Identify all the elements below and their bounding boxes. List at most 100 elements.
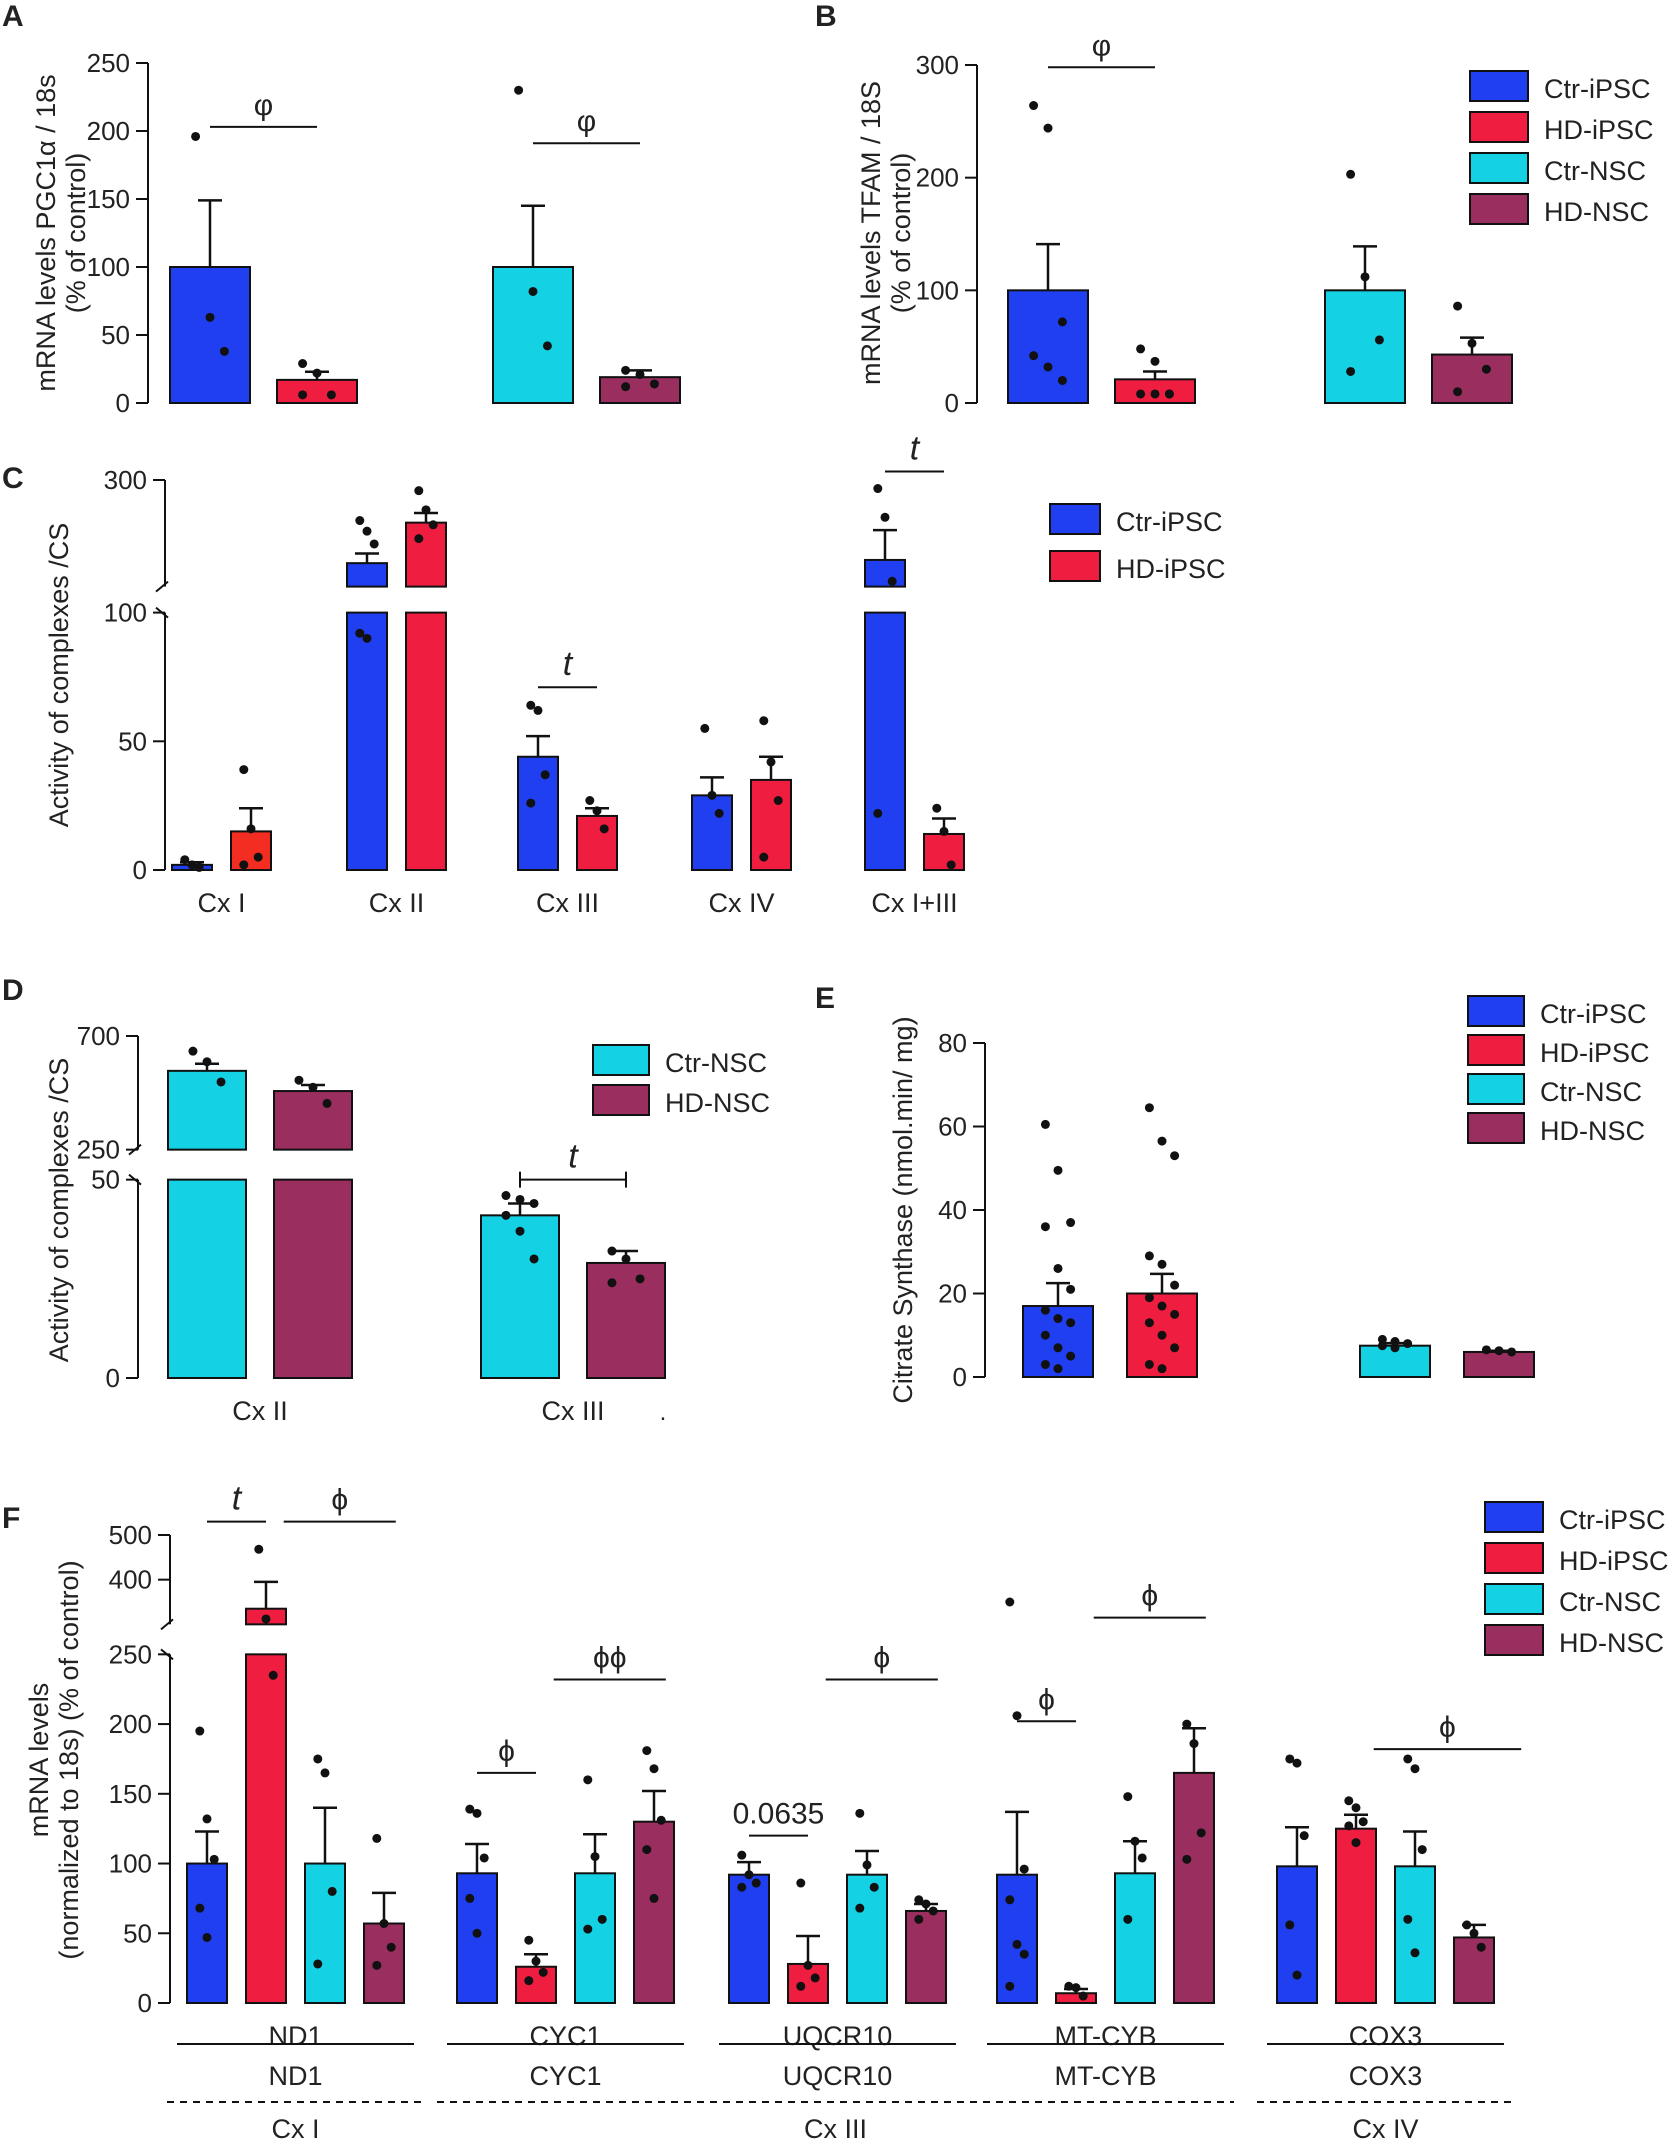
data-point (216, 1077, 226, 1087)
data-point (188, 1046, 198, 1056)
group-label: Cx I (197, 888, 245, 918)
y-tick-label: 0 (106, 1363, 120, 1393)
y-tick-label: 50 (123, 1918, 152, 1948)
bar-break-gap (344, 588, 390, 611)
data-point (1040, 1305, 1050, 1315)
significance-label: t (232, 1480, 243, 1518)
group-label: UQCR10 (783, 2021, 893, 2051)
significance-label: φ (1092, 29, 1111, 62)
data-point (1462, 1920, 1472, 1930)
y-tick-label: 300 (916, 50, 959, 80)
complex-label: Cx I (271, 2114, 319, 2143)
data-point (1390, 1337, 1400, 1347)
panel-letter: C (2, 462, 24, 495)
axis-break-mark (160, 1618, 174, 1631)
data-point (1053, 1364, 1063, 1374)
bar-upper (405, 521, 447, 588)
bar (1324, 289, 1406, 405)
data-point (1346, 169, 1356, 179)
bar (230, 830, 272, 872)
legend-swatch (1469, 193, 1529, 225)
data-point (921, 1899, 931, 1909)
significance-label: ϕ (873, 1641, 890, 1674)
data-point (1285, 1920, 1295, 1930)
data-point (1040, 1119, 1050, 1129)
data-point (1285, 1754, 1295, 1764)
bar-lower (346, 611, 388, 871)
data-point (873, 808, 883, 818)
bar (1055, 1992, 1097, 2005)
data-point (946, 860, 956, 870)
data-point (202, 1057, 212, 1067)
data-point (887, 576, 897, 586)
y-tick-label: 60 (938, 1112, 967, 1142)
bar (480, 1214, 560, 1380)
data-point (472, 1808, 482, 1818)
data-point (1417, 1845, 1427, 1855)
data-point (1164, 389, 1174, 399)
legend-label: Ctr-NSC (1559, 1587, 1661, 1617)
data-point (1144, 1103, 1154, 1113)
data-point (320, 1768, 330, 1778)
y-axis-label: mRNA levels TFAM / 18S (856, 81, 886, 385)
data-point (1005, 1981, 1015, 1991)
y-tick-label: 0 (116, 388, 130, 418)
legend-swatch (1469, 152, 1529, 184)
data-point (369, 539, 379, 549)
data-point (268, 1670, 278, 1680)
data-point (1453, 387, 1463, 397)
bar (1114, 1872, 1156, 2004)
data-point (308, 1082, 318, 1092)
data-point (428, 520, 438, 530)
significance-label: t (563, 645, 574, 683)
legend-label: HD-NSC (1540, 1116, 1645, 1146)
data-point (914, 1895, 924, 1905)
data-point (810, 1973, 820, 1983)
data-point (501, 1210, 511, 1220)
y-tick-label: 250 (77, 1135, 120, 1165)
data-point (538, 1967, 548, 1977)
data-point (1351, 1803, 1361, 1813)
data-point (1150, 356, 1160, 366)
y-tick-label: 0 (138, 1988, 152, 2018)
data-point (1476, 1942, 1486, 1952)
data-point (195, 1903, 205, 1913)
legend-label: HD-iPSC (1116, 554, 1226, 584)
data-point (386, 1942, 396, 1952)
data-point (355, 628, 365, 638)
significance-label: t (568, 1138, 579, 1176)
data-point (796, 1981, 806, 1991)
data-point (1057, 375, 1067, 385)
data-point (528, 286, 538, 296)
data-point (1344, 1821, 1354, 1831)
data-point (1157, 1259, 1167, 1269)
data-point (1377, 1341, 1387, 1351)
data-point (939, 826, 949, 836)
data-point (219, 346, 229, 356)
y-tick-label: 0 (945, 388, 959, 418)
data-point (599, 824, 609, 834)
significance-label: 0.0635 (733, 1798, 825, 1831)
data-point (1403, 1914, 1413, 1924)
legend-label: Ctr-iPSC (1544, 74, 1651, 104)
data-point (803, 1960, 813, 1970)
data-point (524, 1976, 534, 1986)
y-tick-label: 150 (109, 1779, 152, 1809)
panel-letter: A (2, 0, 24, 33)
data-point (1374, 335, 1384, 345)
y-tick-label: 700 (77, 1021, 120, 1051)
bar (1173, 1771, 1215, 2004)
data-point (362, 526, 372, 536)
bar-lower (864, 611, 906, 871)
data-point (649, 379, 659, 389)
y-tick-label: 100 (109, 1849, 152, 1879)
data-point (707, 790, 717, 800)
y-tick-label: 150 (87, 184, 130, 214)
data-point (796, 1878, 806, 1888)
data-point (1040, 1359, 1050, 1369)
group-label: ND1 (268, 2021, 322, 2051)
data-point (1136, 389, 1146, 399)
bar (1431, 353, 1513, 405)
data-point (524, 1935, 534, 1945)
